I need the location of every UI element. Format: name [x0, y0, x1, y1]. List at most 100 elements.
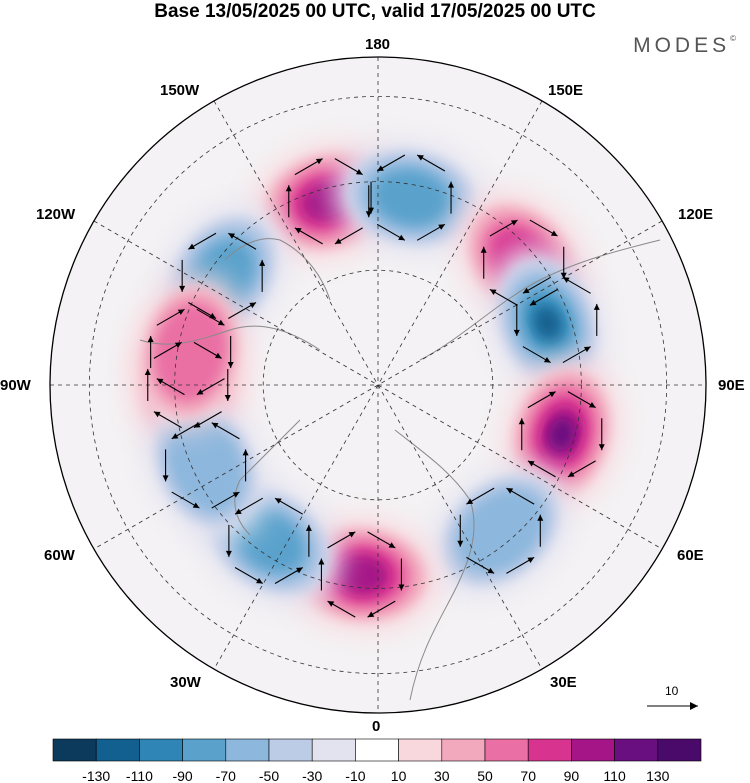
lon-label-90e: 90E — [718, 377, 745, 394]
wind-vector-head — [256, 577, 263, 584]
brand-text: MODES — [633, 34, 731, 57]
wind-vector-head — [235, 508, 242, 515]
anomaly-blob — [504, 357, 620, 511]
wind-vector-head — [365, 211, 372, 218]
wind-vector-head — [147, 335, 154, 342]
colorbar-tick-label: 110 — [603, 768, 626, 783]
anomaly-contour — [154, 302, 228, 402]
anomaly-contour — [373, 170, 449, 226]
wind-vector-head — [527, 557, 535, 563]
wind-vector-head — [560, 272, 567, 279]
wind-vector-head — [543, 356, 551, 363]
anomaly-blob — [133, 274, 248, 430]
wind-vector-head — [217, 319, 225, 326]
wind-vector-head — [177, 309, 185, 315]
map-boundary — [49, 56, 707, 714]
wind-vector-head — [417, 155, 424, 161]
colorbar-swatch — [52, 738, 97, 762]
modes-logo: MODES© — [633, 34, 736, 58]
wind-vector-head — [275, 498, 282, 504]
colorbar-swatches — [52, 738, 702, 762]
wind-vector-head — [367, 611, 375, 618]
wind-vector-head — [162, 475, 169, 482]
colorbar-tick-label: -70 — [216, 768, 236, 783]
colorbar-tick-label: 130 — [646, 768, 670, 783]
wind-vector-head — [296, 567, 303, 574]
colorbar-swatch — [571, 738, 615, 762]
wind-vector-head — [242, 449, 249, 456]
wind-vector-head — [527, 460, 535, 467]
wind-vector-head — [598, 444, 605, 451]
map-title: Base 13/05/2025 00 UTC, valid 17/05/2025… — [154, 1, 596, 22]
wind-vector-head — [174, 342, 182, 348]
reference-vector-label: 10 — [665, 684, 679, 698]
colorbar-swatch — [527, 738, 572, 762]
colorbar-tick-label: -30 — [302, 768, 322, 783]
anomaly-field — [131, 140, 620, 631]
coastline-alaska — [224, 238, 331, 301]
colorbar-swatch — [268, 738, 313, 762]
wind-vector-head — [193, 422, 201, 428]
wind-vector-head — [225, 550, 232, 557]
wind-vector-head — [334, 238, 342, 244]
colorbar-tick-label: 70 — [520, 768, 536, 783]
wind-vector-head — [196, 389, 204, 395]
wind-vector-head — [355, 169, 363, 175]
wind-vector-head — [305, 524, 312, 531]
colorbar-tick-label: -110 — [126, 768, 153, 783]
colorbar-swatch — [311, 738, 356, 762]
wind-vector-head — [171, 433, 179, 439]
wind-vector-head — [227, 361, 234, 368]
lon-label-90w: 90W — [0, 377, 31, 394]
reference-vector — [647, 702, 698, 710]
wind-vector-head — [192, 502, 200, 509]
wind-vector-head — [588, 401, 596, 408]
colorbar-swatch — [95, 738, 140, 762]
coastline-eurasia — [394, 429, 475, 701]
anomaly-contour — [166, 417, 245, 514]
wind-vector-head — [144, 369, 151, 375]
wind-vector-head — [567, 471, 575, 477]
lon-label-60e: 60E — [677, 547, 704, 564]
colorbar-swatch — [484, 738, 529, 762]
wind-vector-head — [518, 418, 525, 425]
wind-vector-head — [506, 488, 514, 494]
coastline-america-north — [139, 325, 321, 351]
wind-vector-head — [522, 287, 530, 294]
anomaly-contour — [534, 307, 561, 339]
wind-vector-head — [593, 303, 600, 310]
wind-vector-head — [228, 233, 236, 239]
lon-label-0: 0 — [372, 718, 381, 735]
wind-vector-head — [211, 422, 219, 429]
wind-vector-head — [438, 224, 445, 230]
colorbar-swatch — [225, 738, 270, 762]
coastlines — [139, 238, 661, 701]
lon-label-60w: 60W — [44, 547, 75, 564]
wind-vector-head — [537, 514, 544, 521]
wind-vector-head — [583, 346, 591, 353]
wind-vector-head — [327, 601, 335, 607]
colorbar-swatch — [657, 738, 702, 762]
colorbar-swatch — [441, 738, 486, 762]
wind-vector-head — [368, 207, 375, 214]
copyright-mark: © — [730, 34, 736, 43]
wind-vector-head — [294, 227, 302, 234]
colorbar-tick-label: 50 — [477, 768, 493, 783]
colorbar-tick-label: 90 — [564, 768, 580, 783]
wind-vector-head — [224, 395, 231, 401]
wind-vector-head — [457, 540, 464, 547]
anomaly-contour — [549, 418, 575, 451]
wind-vector-head — [179, 285, 186, 292]
colorbar-tick-label: -90 — [172, 768, 192, 783]
wind-vector-head — [232, 492, 240, 498]
colorbar-tick-label: -50 — [259, 768, 279, 783]
coastline-asia-north — [419, 239, 661, 361]
wind-vector-head — [285, 185, 292, 192]
wind-vector-head — [513, 329, 520, 336]
graticule — [50, 57, 706, 713]
wind-vectors — [144, 154, 605, 618]
colorbar-tick-label: 10 — [391, 768, 407, 783]
wind-vector-head — [315, 158, 323, 165]
